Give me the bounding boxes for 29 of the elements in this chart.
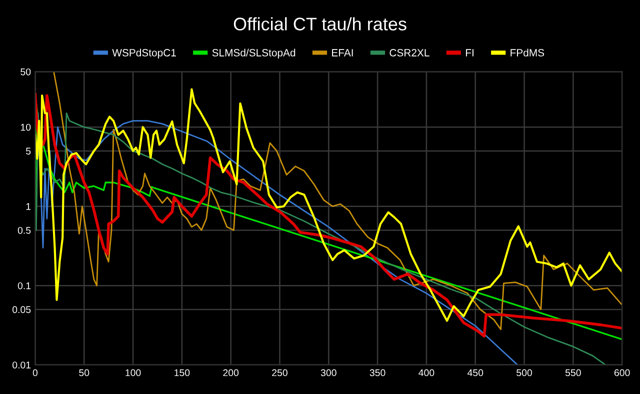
y-tick-label: 5: [26, 148, 31, 155]
x-tick-label: 450: [467, 369, 484, 376]
y-tick-label: 0.5: [18, 226, 31, 234]
chart-title: Official CT tau/h rates: [234, 17, 406, 30]
x-tick-label: 600: [614, 369, 630, 376]
x-tick-label: 50: [79, 369, 90, 376]
legend-label: FI: [466, 49, 474, 56]
x-tick-label: 0: [32, 369, 38, 376]
legend-label: WSPdStopC1: [112, 48, 176, 58]
legend-label: EFAI: [332, 49, 353, 56]
x-tick-label: 350: [370, 369, 386, 376]
x-tick-label: 250: [272, 369, 288, 376]
x-tick-label: 550: [565, 369, 581, 376]
legend-label: FPdMS: [510, 48, 544, 56]
legend-label: SLMSd/SLStopAd: [212, 48, 296, 58]
x-tick-label: 500: [516, 369, 532, 376]
y-tick-label: 0.1: [18, 282, 31, 290]
y-tick-label: 0.01: [12, 362, 31, 368]
y-tick-label: 1: [26, 203, 31, 210]
y-tick-label: 10: [20, 124, 31, 131]
legend-label: CSR2XL: [390, 49, 430, 56]
x-tick-label: 200: [223, 369, 239, 376]
line-series: [35, 112, 606, 365]
x-tick-label: 100: [126, 369, 141, 376]
x-tick-label: 150: [174, 369, 190, 376]
y-tick-label: 0.05: [12, 306, 31, 314]
x-tick-label: 300: [320, 369, 336, 376]
x-tick-label: 400: [418, 369, 434, 376]
y-tick-label: 50: [20, 68, 31, 76]
